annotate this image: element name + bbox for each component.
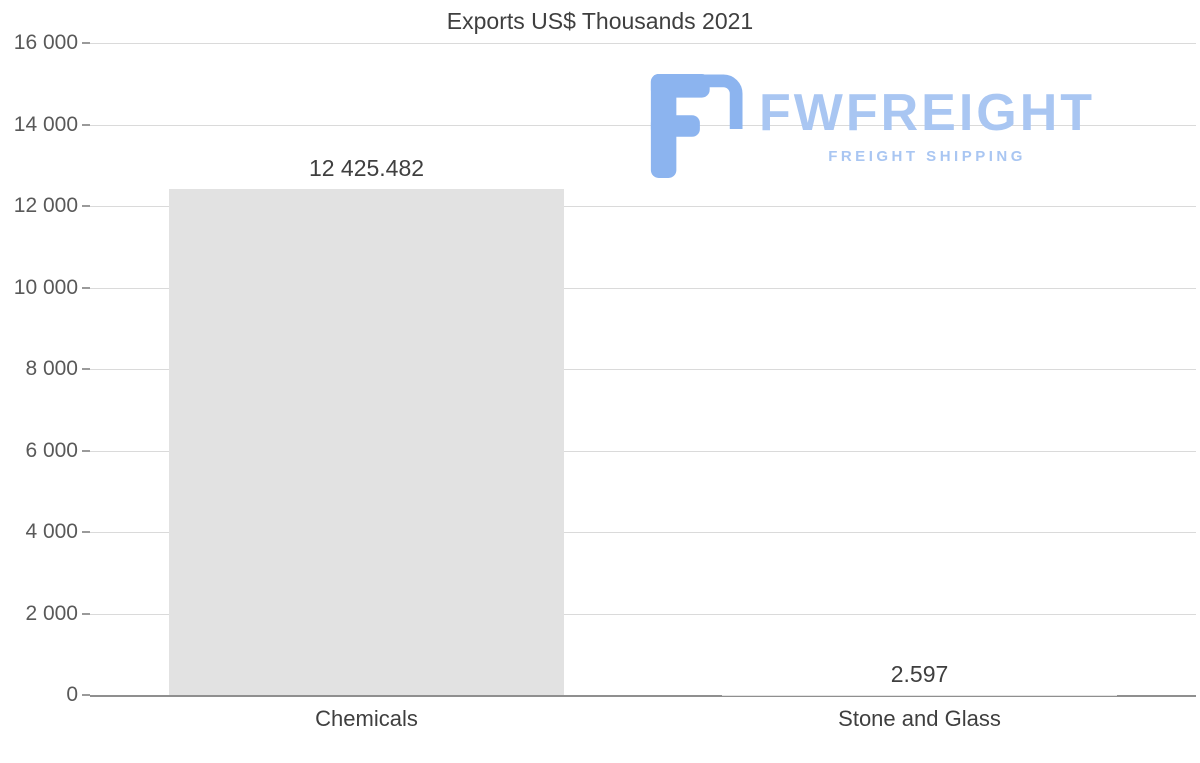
y-tick-label: 12 000 — [13, 194, 78, 217]
y-axis-tick — [82, 123, 90, 126]
bar-value-label-stone-and-glass: 2.597 — [890, 660, 949, 687]
chart-title: Exports US$ Thousands 2021 — [446, 8, 754, 34]
gridline — [90, 124, 1196, 126]
y-tick-label: 8 000 — [25, 357, 78, 380]
x-label-stone-and-glass: Stone and Glass — [838, 706, 1001, 731]
y-tick-label: 16 000 — [13, 31, 78, 54]
gridline — [90, 43, 1196, 44]
y-tick-label: 0 — [66, 683, 78, 706]
gridline — [90, 532, 1196, 533]
plot-area: 12 425.482 2.597 — [82, 42, 1196, 697]
y-tick-label: 4 000 — [25, 520, 78, 543]
y-axis-tick — [82, 449, 90, 452]
y-axis-labels: 16 000 14 000 12 000 10 000 8 000 6 000 … — [0, 31, 78, 706]
y-tick-label: 6 000 — [25, 438, 78, 462]
y-axis-tick — [82, 286, 90, 289]
y-axis-tick — [82, 694, 90, 696]
y-axis-tick — [82, 368, 90, 370]
y-axis-tick — [82, 205, 90, 207]
x-axis-labels: Chemicals Stone and Glass — [90, 706, 1196, 732]
bar-series: 12 425.482 2.597 — [90, 43, 1196, 695]
y-tick-label: 2 000 — [25, 601, 78, 625]
y-axis-tick — [82, 531, 90, 533]
y-tick-label: 10 000 — [13, 275, 78, 299]
gridline — [90, 206, 1196, 207]
gridline — [90, 613, 1196, 615]
y-axis-tick — [82, 42, 90, 44]
y-tick-label: 14 000 — [13, 112, 78, 136]
gridline — [90, 369, 1196, 370]
gridline — [90, 450, 1196, 452]
gridline — [90, 287, 1196, 289]
x-label-chemicals: Chemicals — [315, 706, 418, 731]
bar-chemicals — [168, 188, 565, 695]
y-axis-tick — [82, 612, 90, 615]
bar-group-chemicals: 12 425.482 — [90, 43, 643, 695]
bar-group-stone-and-glass: 2.597 — [643, 43, 1196, 695]
bar-value-label-chemicals: 12 425.482 — [308, 154, 425, 181]
